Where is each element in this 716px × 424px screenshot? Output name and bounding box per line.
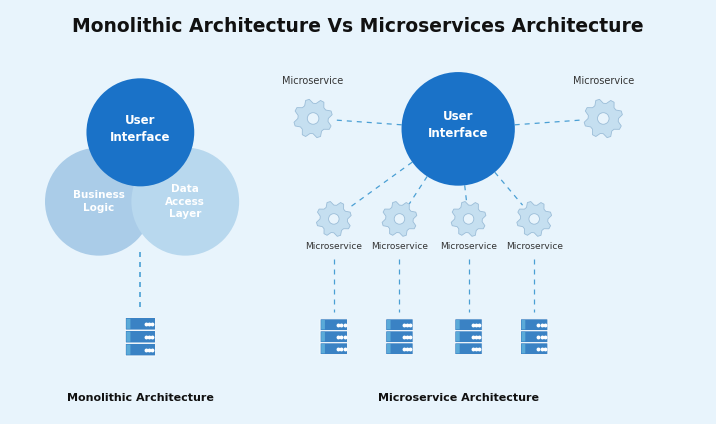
FancyBboxPatch shape xyxy=(455,319,483,331)
FancyBboxPatch shape xyxy=(455,343,483,354)
FancyBboxPatch shape xyxy=(321,344,325,354)
Circle shape xyxy=(402,72,515,186)
FancyBboxPatch shape xyxy=(321,320,325,329)
Text: Microservice: Microservice xyxy=(371,242,428,251)
Polygon shape xyxy=(584,99,622,138)
FancyBboxPatch shape xyxy=(125,318,155,330)
Text: Data
Access
Layer: Data Access Layer xyxy=(165,184,205,219)
Text: Monolithic Architecture Vs Microservices Architecture: Monolithic Architecture Vs Microservices… xyxy=(72,17,644,36)
FancyBboxPatch shape xyxy=(521,331,548,343)
FancyBboxPatch shape xyxy=(127,319,130,329)
FancyBboxPatch shape xyxy=(521,319,548,331)
Text: Monolithic Architecture: Monolithic Architecture xyxy=(67,393,214,403)
FancyBboxPatch shape xyxy=(387,344,390,354)
FancyBboxPatch shape xyxy=(386,319,413,331)
Circle shape xyxy=(87,78,194,187)
Text: User
Interface: User Interface xyxy=(110,114,170,144)
Circle shape xyxy=(307,113,319,124)
Text: Microservice: Microservice xyxy=(305,242,362,251)
FancyBboxPatch shape xyxy=(387,332,390,341)
Text: Microservice Architecture: Microservice Architecture xyxy=(377,393,538,403)
Polygon shape xyxy=(382,201,417,236)
FancyBboxPatch shape xyxy=(521,343,548,354)
FancyBboxPatch shape xyxy=(320,331,347,343)
FancyBboxPatch shape xyxy=(320,319,347,331)
Circle shape xyxy=(598,113,609,124)
FancyBboxPatch shape xyxy=(522,320,526,329)
FancyBboxPatch shape xyxy=(455,331,483,343)
Text: Business
Logic: Business Logic xyxy=(73,190,125,213)
Text: User
Interface: User Interface xyxy=(428,110,488,140)
FancyBboxPatch shape xyxy=(387,320,390,329)
Polygon shape xyxy=(517,201,551,236)
Circle shape xyxy=(395,214,405,224)
FancyBboxPatch shape xyxy=(386,331,413,343)
Circle shape xyxy=(45,148,153,256)
FancyBboxPatch shape xyxy=(522,332,526,341)
Circle shape xyxy=(529,214,539,224)
FancyBboxPatch shape xyxy=(127,332,130,342)
FancyBboxPatch shape xyxy=(522,344,526,354)
Text: Microservice: Microservice xyxy=(573,76,634,86)
FancyBboxPatch shape xyxy=(125,330,155,343)
Polygon shape xyxy=(451,201,486,236)
Text: Microservice: Microservice xyxy=(283,76,344,86)
FancyBboxPatch shape xyxy=(127,345,130,355)
Circle shape xyxy=(131,148,239,256)
Text: Microservice: Microservice xyxy=(440,242,497,251)
Circle shape xyxy=(329,214,339,224)
FancyBboxPatch shape xyxy=(125,343,155,356)
Text: Microservice: Microservice xyxy=(505,242,563,251)
FancyBboxPatch shape xyxy=(456,332,460,341)
FancyBboxPatch shape xyxy=(321,332,325,341)
Polygon shape xyxy=(316,201,351,236)
FancyBboxPatch shape xyxy=(456,320,460,329)
FancyBboxPatch shape xyxy=(456,344,460,354)
FancyBboxPatch shape xyxy=(320,343,347,354)
Polygon shape xyxy=(294,99,332,138)
Circle shape xyxy=(463,214,474,224)
FancyBboxPatch shape xyxy=(386,343,413,354)
